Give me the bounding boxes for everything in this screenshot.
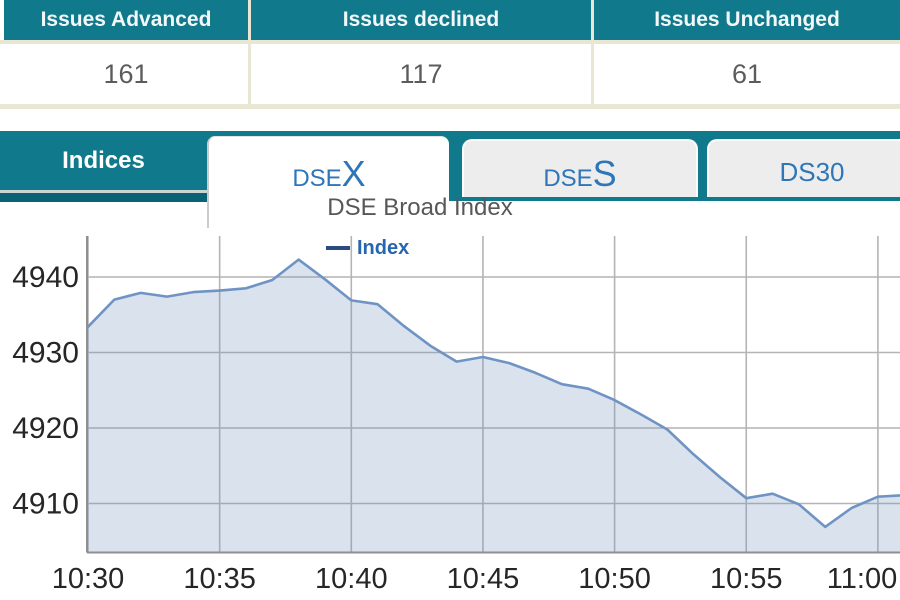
- x-tick-label: 10:35: [183, 563, 256, 595]
- y-tick-label: 4920: [12, 412, 79, 445]
- tab-ds30-label: DS30: [779, 157, 845, 187]
- issues-advanced-header: Issues Advanced: [4, 0, 251, 40]
- x-tick-label: 10:45: [447, 563, 520, 595]
- y-tick-label: 4940: [12, 261, 79, 294]
- issues-advanced-value: 161: [4, 44, 251, 104]
- issues-declined-header: Issues declined: [251, 0, 594, 40]
- legend-line-swatch: [326, 246, 350, 250]
- table-divider-bottom: [0, 104, 900, 109]
- tab-dses-label-suffix: S: [592, 153, 617, 194]
- issues-unchanged-value: 61: [594, 44, 900, 104]
- x-tick-label: 10:40: [315, 563, 388, 595]
- x-tick-label: 11:00: [827, 563, 897, 595]
- y-tick-label: 4930: [12, 337, 79, 370]
- tab-dsex[interactable]: DSE X: [207, 136, 449, 228]
- chart-title: DSE Broad Index: [327, 194, 513, 221]
- x-tick-label: 10:50: [578, 563, 651, 595]
- indices-underline-light: [0, 190, 207, 193]
- index-area-fill: [88, 259, 900, 553]
- tab-ds30[interactable]: DS30: [707, 139, 900, 197]
- x-tick-label: 10:55: [710, 563, 783, 595]
- table-divider: [0, 40, 900, 44]
- tab-dses[interactable]: DSE S: [462, 139, 698, 197]
- issues-unchanged-header: Issues Unchanged: [594, 0, 900, 40]
- x-tick-label: 10:30: [52, 563, 125, 595]
- legend-label: Index: [357, 236, 410, 259]
- chart-legend: Index: [326, 236, 409, 260]
- y-tick-label: 4910: [12, 488, 79, 521]
- indices-underline-dark: [0, 193, 207, 202]
- summary-table-header: Issues Advanced Issues declined Issues U…: [0, 0, 900, 40]
- indices-panel-label: Indices: [62, 147, 145, 174]
- tab-dsex-label-prefix: DSE: [292, 165, 342, 192]
- tab-dsex-label-suffix: X: [341, 153, 366, 194]
- index-line: [86, 258, 900, 529]
- summary-table-values: 161 117 61: [0, 44, 900, 104]
- issues-declined-value: 117: [251, 44, 594, 104]
- tab-dses-label-prefix: DSE: [543, 165, 593, 192]
